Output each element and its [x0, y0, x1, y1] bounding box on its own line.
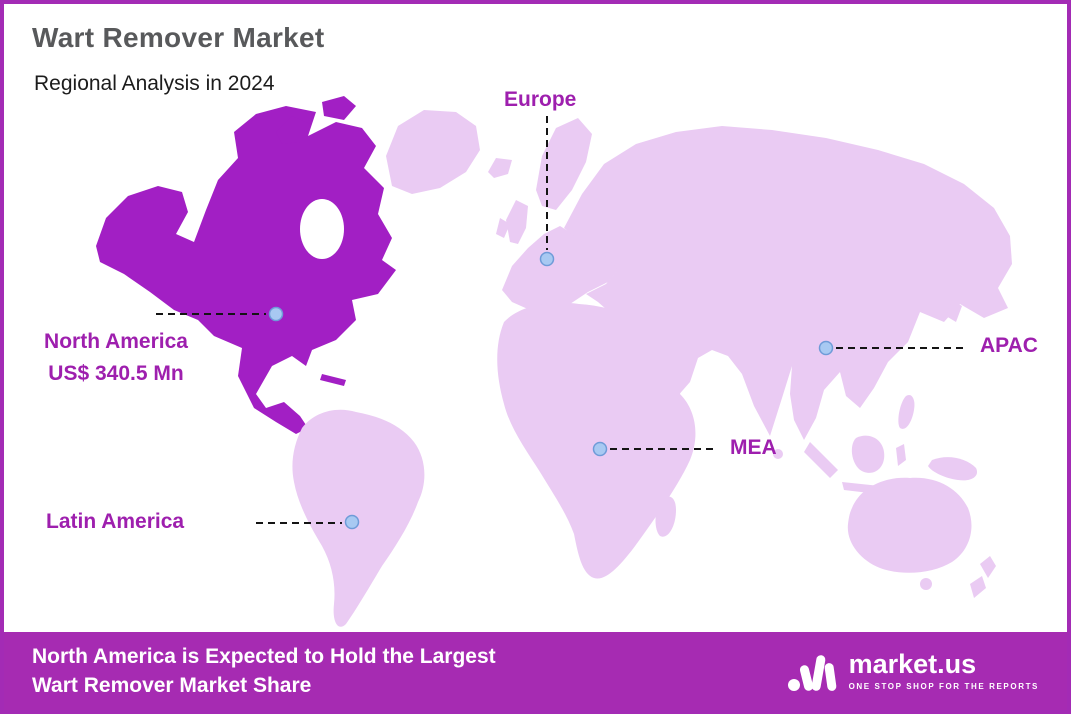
- australia-mainland: [847, 477, 972, 573]
- japan-south: [946, 300, 962, 322]
- north-america-label: North America US$ 340.5 Mn: [10, 326, 222, 389]
- australia-region: [847, 477, 996, 598]
- sumatra: [804, 442, 838, 478]
- europe-mainland: [502, 226, 620, 314]
- asia-region: [564, 126, 1012, 440]
- new-guinea: [928, 457, 978, 481]
- britain: [506, 200, 528, 244]
- cuba-island: [320, 374, 346, 386]
- sri-lanka: [773, 449, 783, 459]
- north-america-region: [96, 106, 396, 434]
- philippines: [898, 394, 915, 429]
- north-america-marker-dot: [268, 306, 284, 322]
- mea-marker-dot: [592, 441, 608, 457]
- north-america-value: US$ 340.5 Mn: [48, 361, 184, 385]
- page-subtitle: Regional Analysis in 2024: [34, 72, 275, 95]
- footer-headline-line1: North America is Expected to Hold the La…: [32, 644, 496, 668]
- hudson-bay: [300, 199, 344, 259]
- north-america-label-name: North America: [44, 330, 188, 353]
- footer-headline: North America is Expected to Hold the La…: [32, 642, 496, 701]
- apac-label: APAC: [980, 334, 1038, 357]
- japan: [958, 244, 986, 294]
- world-map: [96, 96, 1012, 627]
- ireland: [496, 218, 510, 238]
- brand-name: market.us: [848, 649, 977, 679]
- tasmania: [920, 578, 932, 590]
- footer-headline-line2: Wart Remover Market Share: [32, 674, 312, 697]
- iceland: [488, 158, 512, 178]
- market-us-logo-icon: [787, 655, 836, 691]
- brand-block: market.us ONE STOP SHOP FOR THE REPORTS: [787, 649, 1039, 693]
- scandinavia: [536, 118, 592, 210]
- latin-america-marker-dot: [344, 514, 360, 530]
- sulawesi: [896, 444, 906, 466]
- europe-label: Europe: [504, 88, 577, 111]
- footer-bar: North America is Expected to Hold the La…: [4, 632, 1067, 710]
- new-zealand-south: [970, 576, 986, 598]
- europe-region: [488, 118, 620, 314]
- brand-text: market.us ONE STOP SHOP FOR THE REPORTS: [848, 649, 1039, 692]
- brand-tagline: ONE STOP SHOP FOR THE REPORTS: [848, 682, 1039, 691]
- africa-region: [497, 302, 696, 579]
- arctic-islands: [276, 96, 356, 386]
- asia-islands: [773, 244, 986, 494]
- apac-marker-dot: [818, 340, 834, 356]
- page-title: Wart Remover Market: [32, 22, 325, 53]
- madagascar: [655, 496, 676, 537]
- new-zealand-north: [980, 556, 996, 578]
- borneo: [851, 435, 885, 473]
- south-america-region: [292, 409, 425, 627]
- europe-marker-dot: [539, 251, 555, 267]
- greenland: [386, 110, 480, 194]
- latin-america-label: Latin America: [46, 510, 185, 533]
- mea-label: MEA: [730, 436, 777, 459]
